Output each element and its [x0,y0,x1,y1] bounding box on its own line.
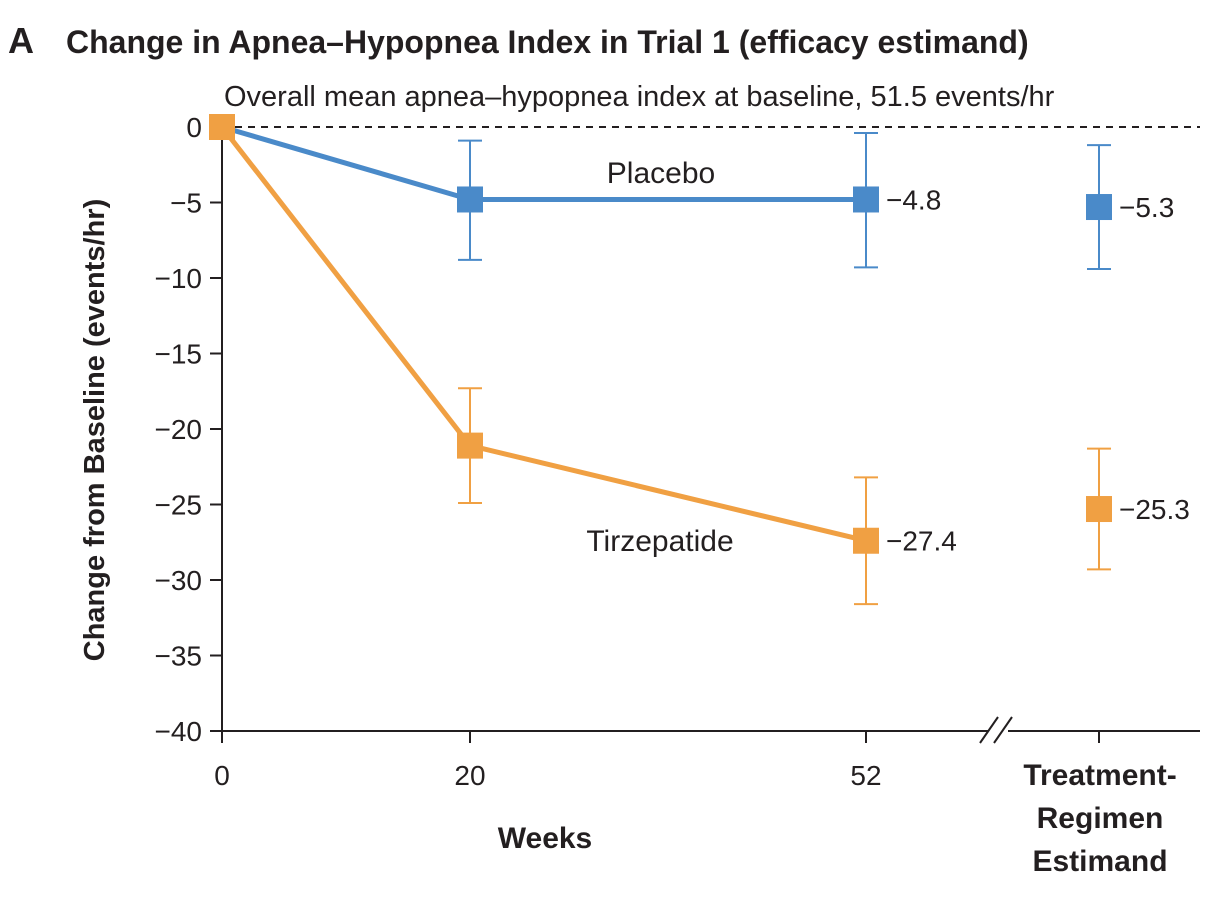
x-axis-label: Weeks [498,822,593,855]
placebo-regimen-point [1086,194,1112,221]
axes: 0 −5 −10 −15 −20 −25 −30 −35 −40 0 20 52 [155,112,1200,791]
y-tick-label: −5 [170,188,202,219]
axis-break-mark [993,716,1013,744]
axis-break-mark [979,716,999,744]
y-tick-label: −35 [155,641,203,672]
placebo-point [457,186,483,213]
tirzepatide-series-label: Tirzepatide [586,525,733,558]
x-tick-label: 20 [454,760,485,791]
tirzepatide-regimen-value-label: −25.3 [1119,494,1190,525]
regimen-label-line-2: Regimen [1037,802,1164,835]
placebo-regimen-value-label: −5.3 [1119,192,1174,223]
y-tick-label: 0 [186,112,202,143]
tirzepatide-line [220,125,867,544]
y-tick-label: −40 [155,716,203,747]
y-tick-label: −30 [155,565,203,596]
tirzepatide-end-value-label: −27.4 [886,526,957,557]
regimen-label-line-3: Estimand [1032,845,1167,878]
placebo-series-label: Placebo [607,157,715,190]
tirzepatide-regimen-point [1086,496,1112,523]
y-tick-label: −10 [155,263,203,294]
placebo-line [221,124,866,202]
placebo-end-value-label: −4.8 [886,184,941,215]
chart-title: Change in Apnea–Hypopnea Index in Trial … [66,24,1029,60]
x-tick-label: 0 [214,760,230,791]
placebo-point [853,186,879,213]
tirzepatide-point [209,114,235,140]
tirzepatide-point [853,527,879,554]
baseline-note: Overall mean apnea–hypopnea index at bas… [224,81,1055,113]
regimen-label-line-1: Treatment- [1023,759,1176,792]
x-tick-label: 52 [850,760,881,791]
panel-letter: A [8,20,34,61]
y-tick-label: −20 [155,414,203,445]
y-tick-label: −15 [155,339,203,370]
chart-marks: −4.8 −5.3 Placebo −27.4 −25.3 Tirzepatide [209,114,1200,606]
tirzepatide-point [457,432,483,459]
y-tick-label: −25 [155,490,203,521]
y-axis-label: Change from Baseline (events/hr) [79,199,111,662]
